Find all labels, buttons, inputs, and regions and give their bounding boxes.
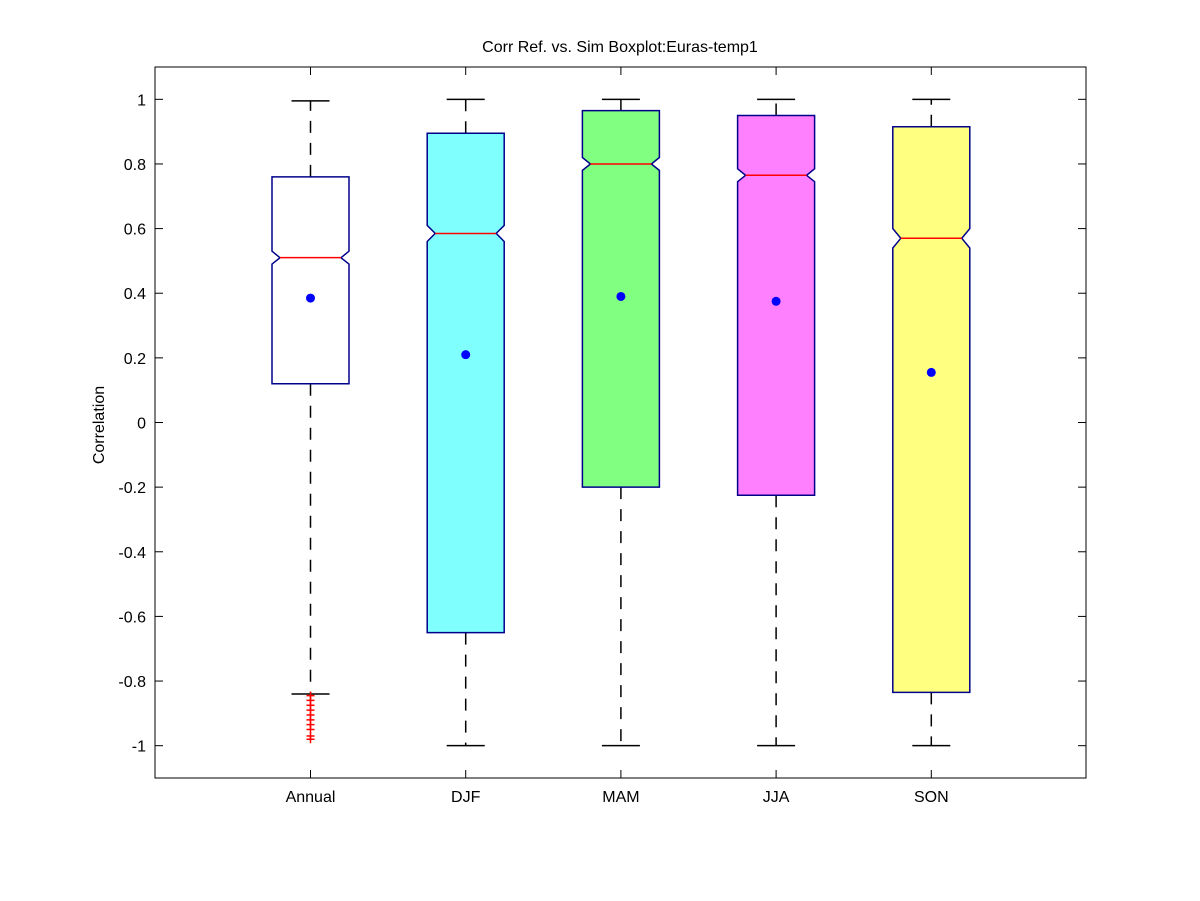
box-group-annual: [271, 100, 350, 744]
mean-marker: [771, 296, 781, 306]
x-tick-label: JJA: [763, 789, 790, 806]
y-tick-label: -1: [132, 739, 146, 756]
x-tick-label: Annual: [286, 789, 336, 806]
box-group-jja: [736, 98, 816, 747]
y-tick-label: 0.6: [124, 222, 146, 239]
notched-box: [271, 176, 350, 385]
notched-box: [426, 132, 505, 634]
y-axis-label: Correlation: [91, 386, 108, 464]
y-tick-label: 0.4: [124, 286, 146, 303]
x-tick-label: MAM: [602, 789, 639, 806]
x-tick-label: SON: [914, 789, 949, 806]
mean-marker: [926, 367, 936, 377]
y-tick-label: -0.6: [118, 609, 146, 626]
mean-marker: [616, 291, 626, 301]
boxes-layer: [271, 98, 971, 747]
x-tick-label: DJF: [451, 789, 481, 806]
y-tick-label: 1: [137, 92, 146, 109]
mean-marker: [306, 293, 315, 303]
mean-marker: [461, 350, 471, 360]
y-tick-label: 0.2: [124, 351, 146, 368]
box-group-mam: [581, 98, 661, 747]
notched-box: [892, 126, 971, 694]
y-tick-label: 0.8: [124, 157, 146, 174]
outlier-marker: [306, 735, 315, 744]
box-group-djf: [426, 98, 505, 747]
chart-title: Corr Ref. vs. Sim Boxplot:Euras-temp1: [482, 39, 758, 56]
axes-layer: Annual DJF MAM JJA SON -1 -0.8 -0.6 -0.4 -0.2 0 0.2…: [118, 66, 1087, 806]
y-tick-label: -0.8: [118, 674, 146, 691]
y-tick-label: 0: [137, 416, 146, 433]
y-tick-label: -0.4: [118, 545, 146, 562]
box-group-son: [892, 98, 971, 747]
y-tick-label: -0.2: [118, 480, 146, 497]
plot-frame: [154, 66, 1087, 779]
